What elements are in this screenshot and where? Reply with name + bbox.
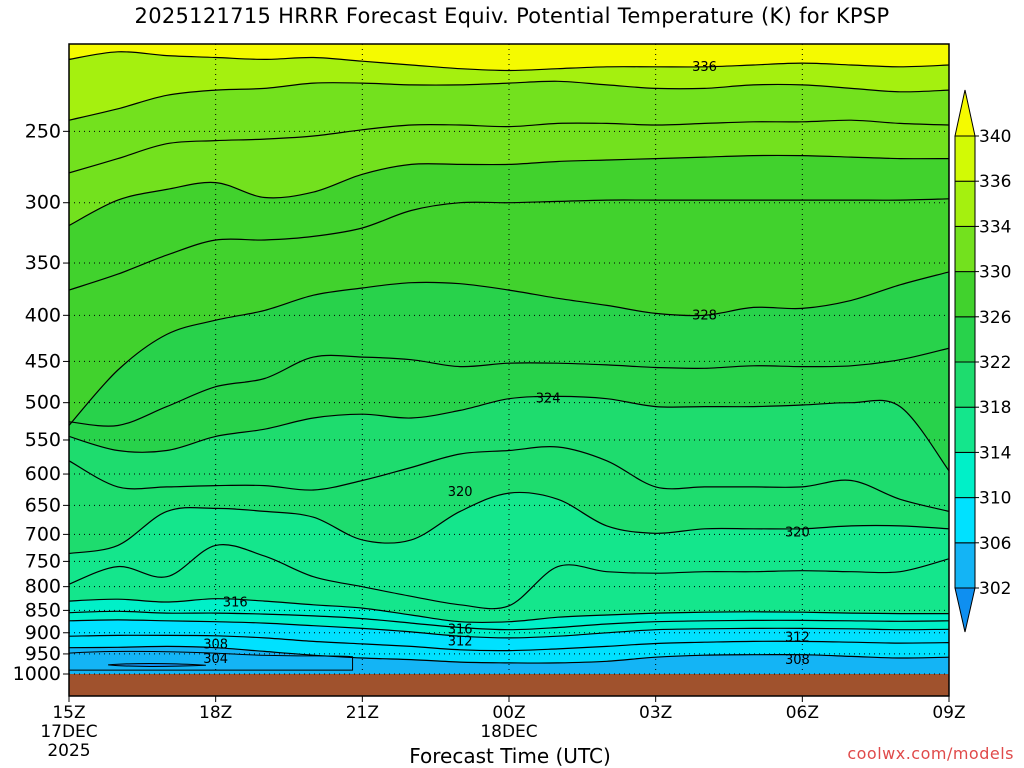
y-tick-label: 650 bbox=[25, 494, 61, 516]
colorbar-box bbox=[954, 271, 976, 318]
colorbar-tick-label: 336 bbox=[979, 172, 1011, 192]
x-tick-sublabel: 18DEC bbox=[480, 722, 537, 742]
y-tick-label: 750 bbox=[25, 550, 61, 572]
contour-label: 336 bbox=[692, 60, 717, 75]
y-tick-label: 550 bbox=[25, 429, 61, 451]
contour-line-314 bbox=[69, 598, 949, 624]
contour-label: 316 bbox=[448, 623, 473, 638]
colorbar-box bbox=[954, 225, 976, 273]
contour-line-310 bbox=[69, 619, 949, 639]
colorbar-tick-label: 318 bbox=[979, 398, 1011, 418]
contour-line-318 bbox=[69, 491, 949, 555]
ground-fill bbox=[69, 674, 949, 696]
x-tick-label: 03Z bbox=[639, 703, 672, 723]
y-tick-label: 300 bbox=[25, 192, 61, 214]
contour-line-332 bbox=[69, 119, 949, 174]
contour-label: 304 bbox=[203, 652, 228, 667]
y-tick-label: 850 bbox=[25, 599, 61, 621]
contour-line-316 bbox=[69, 544, 949, 610]
colorbar-box bbox=[954, 361, 976, 408]
contour-line-308 bbox=[69, 634, 949, 652]
colorbar-box bbox=[954, 497, 976, 544]
colorbar-tick-label: 302 bbox=[979, 579, 1011, 599]
contour-line-320 bbox=[69, 446, 949, 512]
colorbar-box bbox=[954, 180, 976, 227]
x-tick-label: 09Z bbox=[932, 703, 965, 723]
contour-label: 324 bbox=[536, 392, 561, 407]
colorbar-tick-label: 322 bbox=[979, 353, 1011, 373]
contour-label: 328 bbox=[692, 308, 717, 323]
colorbar-tick-label: 310 bbox=[979, 489, 1011, 509]
colorbar-tick-label: 326 bbox=[979, 308, 1011, 328]
contour-label: 308 bbox=[203, 637, 228, 652]
x-tick-label: 18Z bbox=[199, 703, 232, 723]
y-tick-label: 600 bbox=[25, 463, 61, 485]
x-tick-label: 06Z bbox=[786, 703, 819, 723]
y-tick-label: 400 bbox=[25, 304, 61, 326]
contour-label: 320 bbox=[448, 485, 473, 500]
y-tick-label: 1000 bbox=[13, 663, 61, 685]
colorbar-box bbox=[954, 316, 976, 363]
x-tick-label: 15Z bbox=[52, 703, 85, 723]
y-tick-label: 250 bbox=[25, 120, 61, 142]
contour-line-336 bbox=[69, 51, 949, 72]
y-tick-label: 700 bbox=[25, 523, 61, 545]
colorbar-tick-label: 334 bbox=[979, 217, 1011, 237]
contour-line-322 bbox=[69, 395, 949, 472]
colorbar-box bbox=[954, 406, 976, 453]
colorbar-tick-label: 330 bbox=[979, 263, 1011, 283]
chart-title: 2025121715 HRRR Forecast Equiv. Potentia… bbox=[134, 4, 890, 28]
y-tick-label: 500 bbox=[25, 392, 61, 414]
colorbar-tick-label: 314 bbox=[979, 443, 1011, 463]
colorbar-tick-label: 306 bbox=[979, 534, 1011, 554]
contour-line-324 bbox=[69, 347, 949, 427]
y-tick-label: 900 bbox=[25, 622, 61, 644]
y-tick-label: 800 bbox=[25, 576, 61, 598]
contour-label: 312 bbox=[448, 634, 473, 649]
colorbar-box bbox=[954, 451, 976, 499]
colorbar-box bbox=[954, 542, 976, 589]
y-tick-label: 950 bbox=[25, 643, 61, 665]
credit-link[interactable]: coolwx.com/models bbox=[847, 744, 1014, 763]
contour-label: 312 bbox=[785, 631, 810, 646]
x-tick-sublabel: 17DEC bbox=[40, 722, 97, 742]
x-axis-label: Forecast Time (UTC) bbox=[409, 744, 611, 768]
x-tick-sublabel: 2025 bbox=[47, 741, 90, 761]
contour-label: 320 bbox=[785, 526, 810, 541]
contour-label: 308 bbox=[785, 653, 810, 668]
colorbar-max-arrow bbox=[954, 89, 976, 137]
x-tick-label: 00Z bbox=[492, 703, 525, 723]
contour-band-302 bbox=[108, 662, 206, 667]
colorbar-box bbox=[954, 135, 976, 182]
y-tick-label: 450 bbox=[25, 350, 61, 372]
colorbar-tick-label: 340 bbox=[979, 127, 1011, 147]
contour-label: 316 bbox=[223, 595, 248, 610]
contour-line-326 bbox=[69, 271, 949, 426]
y-tick-label: 350 bbox=[25, 252, 61, 274]
colorbar-min-arrow bbox=[954, 587, 976, 633]
x-tick-label: 21Z bbox=[346, 703, 379, 723]
colorbar: 302 306 310 314 318 322 326 330 334 336 340 bbox=[954, 89, 1011, 633]
